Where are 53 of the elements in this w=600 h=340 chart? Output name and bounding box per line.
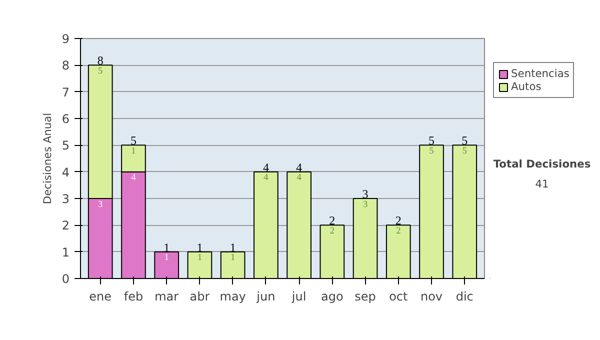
total-label: 1 bbox=[196, 240, 203, 254]
data-label: 1 bbox=[164, 253, 170, 264]
y-tick-label: 0 bbox=[62, 272, 70, 286]
x-tick-label: ago bbox=[321, 290, 344, 304]
total-label: 2 bbox=[329, 214, 336, 228]
y-tick-label: 8 bbox=[62, 58, 70, 73]
x-tick-label: ene bbox=[89, 290, 112, 304]
y-tick-label: 6 bbox=[62, 112, 70, 126]
y-tick-label: 7 bbox=[62, 85, 70, 100]
data-label: 5 bbox=[98, 66, 104, 76]
total-label: 4 bbox=[296, 160, 302, 174]
total-label: 8 bbox=[97, 54, 104, 68]
y-tick-label: 9 bbox=[62, 32, 70, 46]
x-tick-label: dic bbox=[456, 290, 474, 304]
x-tick-label: jun bbox=[256, 290, 276, 304]
data-label: 4 bbox=[296, 173, 302, 184]
total-label: 4 bbox=[262, 160, 269, 174]
data-label: 1 bbox=[131, 146, 136, 156]
x-tick-label: nov bbox=[420, 290, 443, 304]
x-tick-label: feb bbox=[124, 290, 144, 304]
y-axis-title: Decisiones Anual bbox=[40, 112, 54, 204]
data-label: 2 bbox=[396, 226, 402, 236]
data-label: 4 bbox=[264, 173, 269, 184]
total-label: 5 bbox=[462, 134, 468, 148]
total-label: 5 bbox=[130, 134, 136, 148]
legend-label: Autos bbox=[511, 80, 542, 93]
x-tick-label: oct bbox=[389, 290, 408, 304]
data-label: 3 bbox=[362, 200, 368, 210]
x-tick-label: jul bbox=[290, 290, 306, 304]
total-label: 1 bbox=[164, 240, 170, 254]
legend-label: Sentencias bbox=[511, 67, 570, 80]
text: Total Decisiones bbox=[493, 158, 591, 170]
y-tick-label: 3 bbox=[62, 192, 70, 206]
x-tick-label: abr bbox=[190, 290, 210, 304]
y-tick-label: 1 bbox=[62, 245, 70, 260]
y-tick-label: 4 bbox=[62, 165, 70, 180]
total-label: 5 bbox=[428, 134, 435, 148]
x-tick-label: may bbox=[220, 290, 246, 304]
data-label: 5 bbox=[429, 146, 434, 156]
data-label: 2 bbox=[330, 226, 335, 236]
data-label: 3 bbox=[98, 200, 104, 210]
x-tick-label: sep bbox=[354, 290, 376, 304]
y-tick-label: 5 bbox=[62, 138, 70, 153]
data-label: 4 bbox=[131, 173, 136, 184]
data-label: 5 bbox=[462, 146, 468, 156]
text: 41 bbox=[535, 177, 549, 190]
total-label: 3 bbox=[362, 186, 368, 201]
data-label: 1 bbox=[230, 253, 236, 264]
x-tick-label: mar bbox=[154, 290, 179, 304]
data-label: 1 bbox=[197, 253, 202, 264]
total-label: 1 bbox=[230, 240, 236, 254]
total-label: 2 bbox=[395, 214, 402, 228]
y-tick-label: 2 bbox=[62, 218, 70, 233]
